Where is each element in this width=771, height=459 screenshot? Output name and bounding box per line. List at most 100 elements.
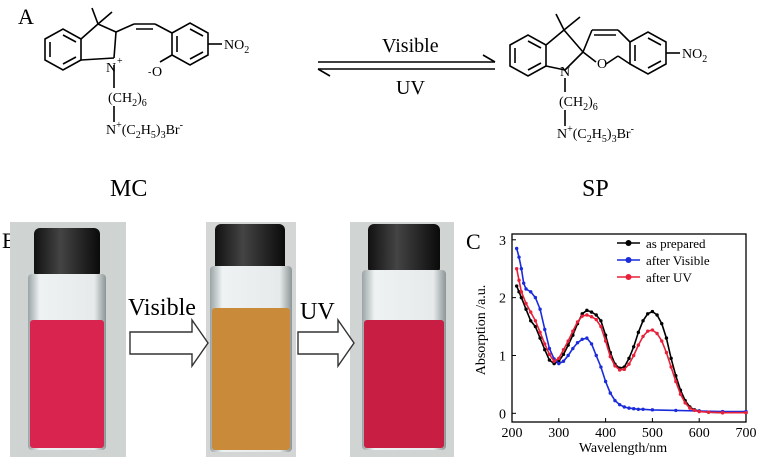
data-point xyxy=(529,319,533,323)
mc-n-charge: + xyxy=(117,56,123,67)
legend-label: after UV xyxy=(646,270,692,285)
data-point xyxy=(678,392,683,396)
data-point xyxy=(683,401,687,405)
data-point xyxy=(744,411,748,415)
uv-arrow-label: UV xyxy=(300,299,335,325)
x-tick-label: 200 xyxy=(502,426,523,441)
data-point xyxy=(575,341,580,345)
sp-amine: N+(C2H5)3Br- xyxy=(557,124,634,145)
data-point xyxy=(692,408,697,413)
legend-label: after Visible xyxy=(646,253,710,268)
data-point xyxy=(517,290,521,294)
data-point xyxy=(517,278,521,282)
data-point xyxy=(599,319,603,323)
uv-arrow xyxy=(297,317,355,369)
data-point xyxy=(585,308,589,313)
mc-no2: NO2 xyxy=(224,38,249,56)
data-point xyxy=(674,408,678,413)
absorption-chart: 200 300 400 500 600 700 0 1 2 3 as prepared after … xyxy=(474,233,757,456)
data-point xyxy=(529,290,533,294)
data-point xyxy=(646,329,650,333)
forward-label: Visible xyxy=(382,35,439,57)
mc-chain: (CH2)6 xyxy=(108,91,147,109)
data-point xyxy=(627,362,631,366)
x-tick-label: 700 xyxy=(736,426,757,441)
data-point xyxy=(622,405,627,409)
data-point xyxy=(688,406,692,410)
vial-after-visible xyxy=(206,222,296,457)
data-point xyxy=(533,324,538,329)
data-point xyxy=(514,246,519,251)
data-point xyxy=(514,267,519,271)
data-point xyxy=(641,407,645,411)
sp-o: O xyxy=(597,57,607,72)
data-point xyxy=(674,379,678,384)
equilibrium-arrows xyxy=(317,54,496,77)
data-point xyxy=(603,379,608,384)
legend-marker xyxy=(625,240,632,246)
vial-initial xyxy=(10,222,126,457)
x-axis-label: Wavelength/nm xyxy=(579,441,667,456)
x-tick-label: 300 xyxy=(548,426,569,441)
x-tick-label: 500 xyxy=(642,426,663,441)
data-point xyxy=(589,315,594,319)
data-point xyxy=(524,301,528,306)
data-point xyxy=(575,320,580,324)
panel-label-a: A xyxy=(18,4,34,29)
vial-after-uv xyxy=(350,222,454,457)
data-point xyxy=(660,339,664,343)
data-point xyxy=(641,334,645,339)
mc-amine: N+(C2H5)3Br- xyxy=(106,120,183,141)
data-point xyxy=(603,339,608,343)
data-point xyxy=(599,365,603,369)
visible-arrow-label: Visible xyxy=(128,295,196,321)
visible-arrow xyxy=(129,317,209,369)
data-point xyxy=(571,329,575,333)
data-point xyxy=(557,361,561,366)
data-point xyxy=(543,342,547,346)
sp-name: SP xyxy=(582,176,609,202)
data-point xyxy=(594,353,598,358)
data-point xyxy=(650,309,655,314)
data-point xyxy=(580,314,584,318)
sp-no2: NO2 xyxy=(682,47,707,65)
data-point xyxy=(631,406,636,411)
data-point xyxy=(538,307,542,311)
data-point xyxy=(524,287,528,291)
data-point xyxy=(669,365,673,369)
series-line-1 xyxy=(515,248,746,413)
series-line-2 xyxy=(515,268,746,414)
data-point xyxy=(524,307,528,311)
data-point xyxy=(561,359,566,363)
x-tick-label: 400 xyxy=(595,426,616,441)
data-point xyxy=(720,411,725,415)
data-point xyxy=(580,337,584,341)
data-point xyxy=(519,290,524,294)
data-point xyxy=(533,295,538,300)
panel-label-c: C xyxy=(466,229,481,254)
data-point xyxy=(561,347,566,352)
data-point xyxy=(631,353,636,358)
data-point xyxy=(547,352,552,357)
data-point xyxy=(529,310,533,314)
legend-marker xyxy=(625,274,632,280)
data-point xyxy=(636,343,641,347)
data-point xyxy=(599,324,603,329)
legend-label: as prepared xyxy=(646,236,706,251)
data-point xyxy=(622,367,627,372)
legend-marker xyxy=(625,257,632,263)
data-point xyxy=(706,410,711,414)
data-point xyxy=(522,281,526,285)
data-point xyxy=(636,330,641,335)
chart-legend: as prepared after Visible after UV xyxy=(617,236,710,285)
data-point xyxy=(589,342,594,346)
data-point xyxy=(660,321,664,326)
data-point xyxy=(655,331,659,336)
plot-area xyxy=(511,233,747,423)
data-point xyxy=(697,409,701,414)
data-point xyxy=(519,267,524,271)
data-point xyxy=(538,336,542,340)
data-point xyxy=(571,346,575,351)
data-point xyxy=(561,352,566,357)
y-tick-label: 3 xyxy=(499,234,506,249)
